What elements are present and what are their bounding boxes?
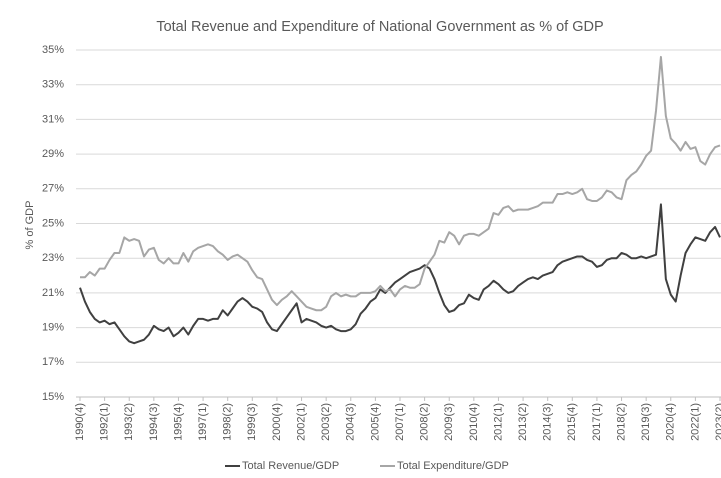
x-tick-label: 1997(1) xyxy=(197,403,209,441)
y-tick-label: 15% xyxy=(42,391,64,403)
y-tick-label: 31% xyxy=(42,113,64,125)
x-tick-label: 1990(4) xyxy=(74,403,86,441)
x-tick-label: 1998(2) xyxy=(222,403,234,441)
y-axis-label: % of GDP xyxy=(24,201,36,250)
y-tick-label: 19% xyxy=(42,322,64,334)
x-tick-label: 2022(1) xyxy=(689,403,701,441)
x-tick-label: 2007(1) xyxy=(394,403,406,441)
x-tick-label: 1995(4) xyxy=(172,403,184,441)
x-tick-label: 1999(3) xyxy=(246,403,258,441)
x-tick-label: 2009(3) xyxy=(443,403,455,441)
x-tick-label: 2020(4) xyxy=(665,403,677,441)
x-tick-label: 1994(3) xyxy=(148,403,160,441)
x-tick-label: 2012(1) xyxy=(492,403,504,441)
legend-label: Total Revenue/GDP xyxy=(242,460,339,472)
x-tick-label: 1992(1) xyxy=(99,403,111,441)
x-tick-label: 2018(2) xyxy=(615,403,627,441)
x-tick-label: 2008(2) xyxy=(419,403,431,441)
x-tick-label: 2013(2) xyxy=(517,403,529,441)
y-tick-label: 17% xyxy=(42,356,64,368)
series-line xyxy=(79,203,721,345)
y-tick-label: 33% xyxy=(42,79,64,91)
y-tick-label: 29% xyxy=(42,148,64,160)
chart-title: Total Revenue and Expenditure of Nationa… xyxy=(156,19,603,35)
series-line xyxy=(80,55,721,312)
x-tick-label: 2017(1) xyxy=(591,403,603,441)
x-tick-label: 1993(2) xyxy=(123,403,135,441)
y-tick-label: 27% xyxy=(42,183,64,195)
x-tick-label: 2000(4) xyxy=(271,403,283,441)
y-tick-label: 23% xyxy=(42,252,64,264)
x-tick-label: 2002(1) xyxy=(295,403,307,441)
x-tick-label: 2019(3) xyxy=(640,403,652,441)
x-tick-label: 2004(3) xyxy=(345,403,357,441)
x-tick-label: 2015(4) xyxy=(566,403,578,441)
x-tick-label: 2005(4) xyxy=(369,403,381,441)
y-tick-label: 35% xyxy=(42,44,64,56)
x-tick-label: 2003(2) xyxy=(320,403,332,441)
x-tick-label: 2010(4) xyxy=(468,403,480,441)
legend-label: Total Expenditure/GDP xyxy=(397,460,509,472)
x-tick-label: 2014(3) xyxy=(542,403,554,441)
y-tick-label: 21% xyxy=(42,287,64,299)
y-tick-label: 25% xyxy=(42,217,64,229)
x-tick-label: 2023(2) xyxy=(714,403,721,441)
